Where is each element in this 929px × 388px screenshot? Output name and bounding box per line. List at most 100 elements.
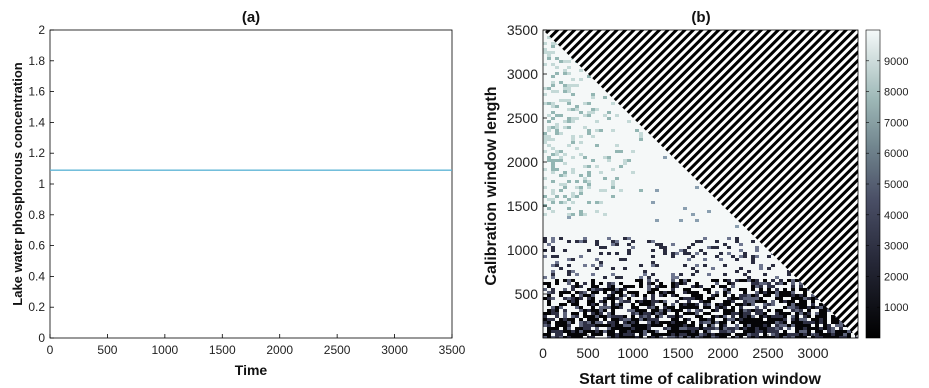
heatmap-cell (619, 297, 623, 300)
heatmap-cell (571, 318, 575, 321)
heatmap-cell (807, 312, 811, 315)
heatmap-cell (575, 306, 579, 309)
heatmap-cell (775, 309, 779, 312)
y-tick-label: 0.2 (28, 300, 45, 314)
heatmap-cell (567, 324, 571, 327)
heatmap-cell (719, 324, 723, 327)
heatmap-cell (615, 291, 619, 294)
heatmap-cell (723, 336, 727, 338)
heatmap-cell (779, 300, 783, 303)
heatmap-cell (651, 282, 655, 285)
heatmap-cell (599, 201, 603, 204)
heatmap-cell (671, 330, 675, 333)
heatmap-cell (767, 321, 771, 324)
heatmap-cell (551, 45, 555, 48)
heatmap-cell (587, 324, 591, 327)
heatmap-cell (611, 195, 615, 198)
heatmap-cell (635, 327, 639, 330)
heatmap-cell (739, 279, 743, 282)
heatmap-cell (607, 321, 611, 324)
heatmap-cell (603, 300, 607, 303)
heatmap-cell (739, 303, 743, 306)
heatmap-cell (627, 120, 631, 123)
y-tick-label: 1.6 (28, 85, 45, 99)
heatmap-cell (563, 249, 567, 252)
heatmap-cell (835, 324, 839, 327)
heatmap-cell (551, 105, 555, 108)
heatmap-cell (611, 294, 615, 297)
heatmap-cell (799, 285, 803, 288)
heatmap-cell (663, 306, 667, 309)
heatmap-cell (551, 138, 555, 141)
heatmap-cell (791, 288, 795, 291)
heatmap-cell (547, 51, 551, 54)
colorbar-tick-label: 7000 (884, 117, 908, 129)
heatmap-cell (707, 333, 711, 336)
heatmap-cell (699, 318, 703, 321)
heatmap-cell (807, 327, 811, 330)
heatmap-cell (751, 315, 755, 318)
heatmap-cell (735, 303, 739, 306)
heatmap-cell (571, 270, 575, 273)
heatmap-cell (791, 285, 795, 288)
heatmap-cell (623, 162, 627, 165)
heatmap-cell (731, 321, 735, 324)
heatmap-cell (763, 282, 767, 285)
heatmap-cell (575, 240, 579, 243)
heatmap-cell (599, 333, 603, 336)
heatmap-cell (555, 330, 559, 333)
heatmap-cell (651, 324, 655, 327)
heatmap-cell (543, 42, 547, 45)
heatmap-cell (727, 330, 731, 333)
panel-b-x-ticks: 0 500 1000 1500 2000 2500 3000 (539, 334, 829, 361)
heatmap-cell (791, 309, 795, 312)
heatmap-cell (571, 300, 575, 303)
heatmap-cell (803, 333, 807, 336)
heatmap-cell (587, 165, 591, 168)
heatmap-cell (827, 330, 831, 333)
heatmap-cell (687, 291, 691, 294)
heatmap-cell (627, 243, 631, 246)
heatmap-cell (547, 312, 551, 315)
heatmap-cell (671, 255, 675, 258)
heatmap-cell (547, 54, 551, 57)
heatmap-cell (675, 282, 679, 285)
heatmap-cell (603, 297, 607, 300)
heatmap-cell (639, 132, 643, 135)
heatmap-cell (547, 291, 551, 294)
heatmap-cell (791, 279, 795, 282)
heatmap-cell (583, 126, 587, 129)
heatmap-cell (555, 315, 559, 318)
heatmap-cell (687, 333, 691, 336)
heatmap-cell (651, 333, 655, 336)
heatmap-cell (559, 60, 563, 63)
heatmap-cell (623, 330, 627, 333)
heatmap-cell (655, 285, 659, 288)
heatmap-cell (775, 327, 779, 330)
heatmap-cell (707, 288, 711, 291)
heatmap-cell (567, 84, 571, 87)
heatmap-cell (787, 279, 791, 282)
heatmap-cell (771, 321, 775, 324)
heatmap-cell (803, 336, 807, 338)
heatmap-cell (611, 240, 615, 243)
heatmap-cell (731, 327, 735, 330)
panel-b-plot (543, 30, 858, 338)
heatmap-cell (803, 294, 807, 297)
heatmap-cell (567, 72, 571, 75)
heatmap-cell (823, 336, 827, 338)
heatmap-cell (755, 279, 759, 282)
heatmap-cell (583, 321, 587, 324)
heatmap-cell (591, 279, 595, 282)
heatmap-cell (611, 306, 615, 309)
heatmap-cell (595, 330, 599, 333)
heatmap-cell (679, 327, 683, 330)
panel-b-title: (b) (691, 9, 710, 26)
x-tick-label: 0 (539, 345, 547, 361)
heatmap-cell (607, 252, 611, 255)
heatmap-cell (603, 306, 607, 309)
y-tick-label: 3500 (507, 22, 538, 38)
heatmap-cell (847, 336, 851, 338)
heatmap-cell (771, 327, 775, 330)
x-tick-label: 0 (47, 343, 54, 357)
